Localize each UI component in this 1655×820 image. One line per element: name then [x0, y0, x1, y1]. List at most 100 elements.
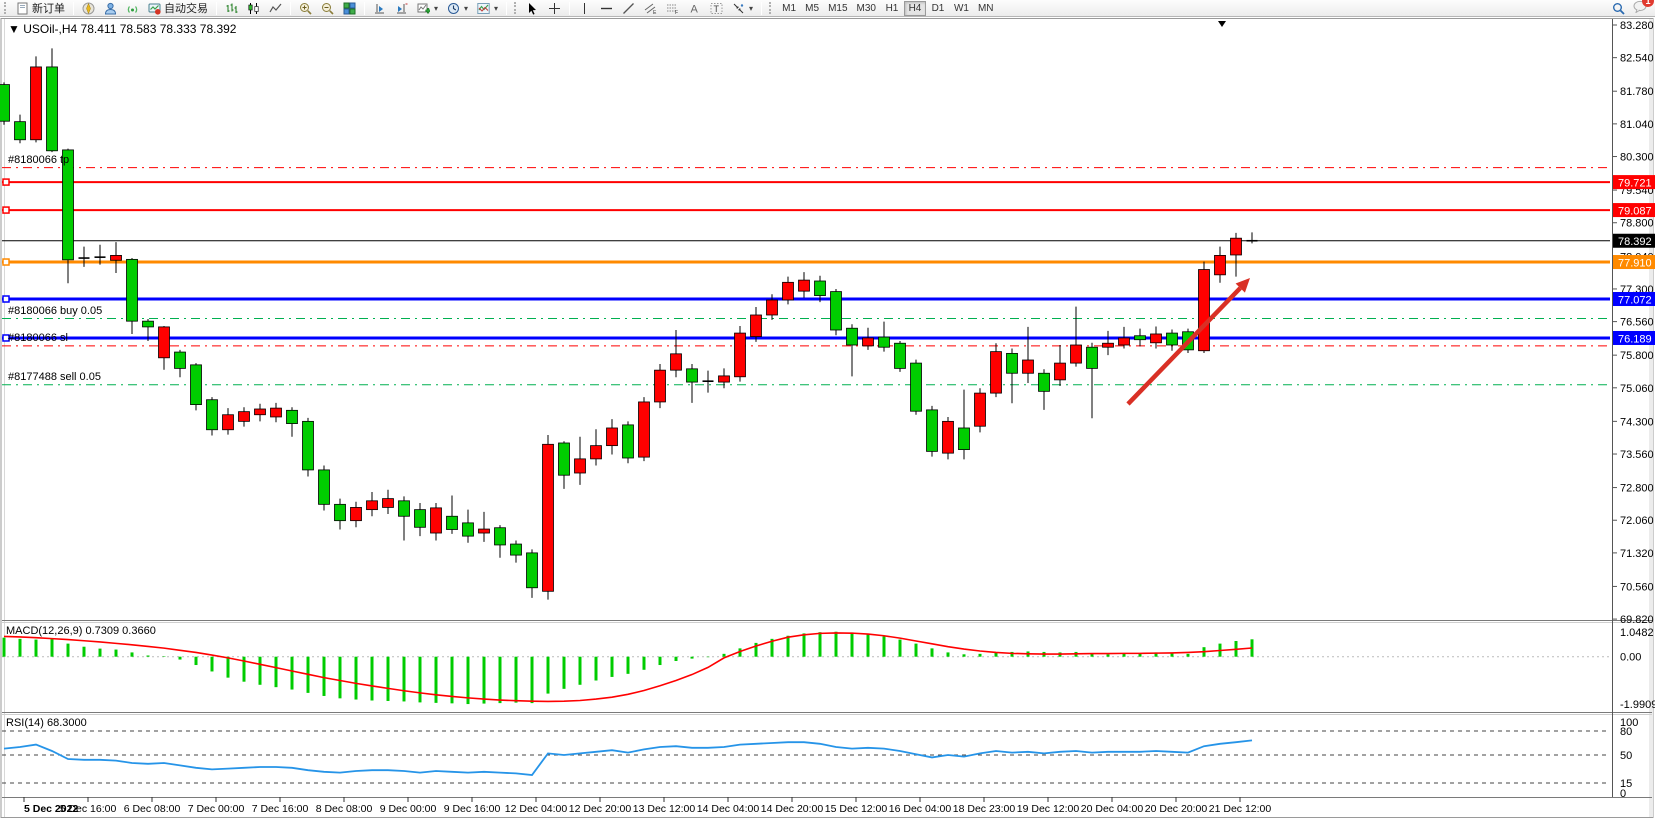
- candle-10[interactable]: [158, 326, 170, 370]
- candle-63[interactable]: [1006, 348, 1018, 404]
- chart-canvas[interactable]: #8180066 tp #8180066 buy 0.05 #8180066 sl #…: [0, 17, 1655, 820]
- bar-chart-mode-button[interactable]: [222, 1, 241, 16]
- candle-50[interactable]: [798, 272, 810, 298]
- chat-button[interactable]: 1: [1633, 0, 1654, 16]
- price-line-handle-79.721[interactable]: [2, 178, 10, 186]
- candle-19[interactable]: [302, 417, 314, 477]
- candle-8[interactable]: [126, 258, 138, 334]
- candle-4[interactable]: [62, 148, 74, 284]
- candle-42[interactable]: [670, 329, 682, 378]
- candle-65[interactable]: [1038, 369, 1050, 410]
- candle-15[interactable]: [238, 407, 250, 427]
- trend-arrow-shaft[interactable]: [1126, 286, 1242, 406]
- candle-14[interactable]: [222, 408, 234, 435]
- cursor-tool-button[interactable]: [523, 1, 542, 16]
- candle-37[interactable]: [590, 429, 602, 466]
- hline-tool-button[interactable]: [597, 1, 616, 16]
- price-line-handle-79.087[interactable]: [2, 206, 10, 214]
- candle-72[interactable]: [1150, 326, 1162, 349]
- candle-53[interactable]: [846, 324, 858, 377]
- fibonacci-tool-button[interactable]: F: [663, 1, 682, 16]
- zoom-in-button[interactable]: [296, 1, 315, 16]
- candle-27[interactable]: [430, 503, 442, 541]
- candle-36[interactable]: [574, 436, 586, 485]
- candle-2[interactable]: [30, 56, 42, 143]
- candle-76[interactable]: [1214, 246, 1226, 283]
- candle-20[interactable]: [318, 465, 330, 511]
- candle-21[interactable]: [334, 498, 346, 530]
- candle-71[interactable]: [1134, 328, 1146, 347]
- tile-windows-button[interactable]: [340, 1, 359, 16]
- zoom-out-button[interactable]: [318, 1, 337, 16]
- candle-23[interactable]: [366, 491, 378, 517]
- step-forward-button[interactable]: [392, 1, 411, 16]
- candle-47[interactable]: [750, 307, 762, 342]
- candle-55[interactable]: [878, 321, 890, 352]
- candle-3[interactable]: [46, 48, 58, 153]
- candle-38[interactable]: [606, 419, 618, 455]
- toolbar-grip-2[interactable]: [514, 2, 518, 14]
- new-order-button[interactable]: 新订单: [13, 0, 68, 17]
- candle-40[interactable]: [638, 397, 650, 462]
- toolbar-grip[interactable]: [4, 2, 8, 14]
- panel-separators[interactable]: [2, 620, 1652, 798]
- candle-33[interactable]: [526, 549, 538, 598]
- candle-34[interactable]: [542, 435, 554, 600]
- candle-57[interactable]: [910, 359, 922, 415]
- timeframe-button-h4[interactable]: H4: [903, 0, 926, 16]
- candle-18[interactable]: [286, 407, 298, 437]
- chart-shift-marker[interactable]: [1218, 21, 1226, 27]
- shapes-tool-button[interactable]: ▾: [729, 1, 756, 16]
- step-back-button[interactable]: [370, 1, 389, 16]
- timeframe-button-m1[interactable]: M1: [782, 2, 797, 14]
- candle-62[interactable]: [990, 343, 1002, 398]
- timeframe-button-mn[interactable]: MN: [977, 2, 994, 14]
- candle-60[interactable]: [958, 389, 970, 460]
- candle-64[interactable]: [1022, 326, 1034, 383]
- candle-78[interactable]: [1246, 232, 1258, 244]
- candle-68[interactable]: [1086, 342, 1098, 419]
- candle-70[interactable]: [1118, 326, 1130, 349]
- candle-16[interactable]: [254, 403, 266, 422]
- price-line-handle-76.189[interactable]: [2, 334, 10, 342]
- candle-31[interactable]: [494, 525, 506, 558]
- candle-56[interactable]: [894, 341, 906, 372]
- label-tool-button[interactable]: T: [707, 1, 726, 16]
- candle-66[interactable]: [1054, 345, 1066, 387]
- search-icon[interactable]: [1612, 2, 1625, 15]
- candle-22[interactable]: [350, 501, 362, 528]
- candle-45[interactable]: [718, 368, 730, 389]
- candle-9[interactable]: [142, 318, 154, 342]
- trend-arrow-head[interactable]: [1235, 278, 1250, 293]
- channel-tool-button[interactable]: E: [641, 1, 660, 16]
- candle-12[interactable]: [190, 363, 202, 411]
- trend-arrow-annotation[interactable]: [1126, 278, 1250, 406]
- timeframe-button-w1[interactable]: W1: [953, 2, 969, 14]
- indicators-button[interactable]: ▾: [474, 1, 501, 16]
- candle-17[interactable]: [270, 402, 282, 423]
- candle-13[interactable]: [206, 397, 218, 436]
- candle-48[interactable]: [766, 294, 778, 320]
- candle-69[interactable]: [1102, 330, 1114, 356]
- timeframe-button-h1[interactable]: H1: [885, 2, 899, 14]
- toolbar-grip-3[interactable]: [769, 2, 773, 14]
- candle-7[interactable]: [110, 242, 122, 274]
- timeframe-button-d1[interactable]: D1: [931, 2, 945, 14]
- candle-58[interactable]: [926, 405, 938, 457]
- text-tool-button[interactable]: A: [685, 1, 704, 16]
- candle-28[interactable]: [446, 495, 458, 534]
- candle-43[interactable]: [686, 363, 698, 403]
- candle-26[interactable]: [414, 503, 426, 537]
- candle-39[interactable]: [622, 421, 634, 464]
- timeframe-button-m30[interactable]: M30: [856, 2, 876, 14]
- candle-75[interactable]: [1198, 261, 1210, 353]
- candle-29[interactable]: [462, 509, 474, 543]
- price-line-handle-77.072[interactable]: [2, 295, 10, 303]
- candlestick-mode-button[interactable]: [244, 1, 263, 16]
- candle-6[interactable]: [94, 244, 106, 265]
- candle-32[interactable]: [510, 540, 522, 563]
- new-chart-button[interactable]: ▾: [414, 1, 441, 16]
- timeframe-button-m15[interactable]: M15: [828, 2, 848, 14]
- mql5-button[interactable]: [79, 1, 98, 16]
